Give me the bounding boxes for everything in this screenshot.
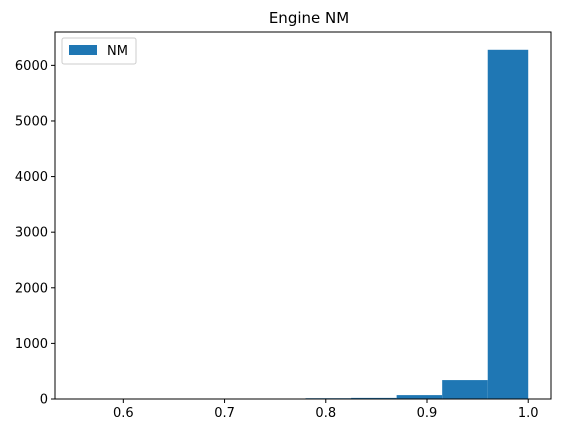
x-tick-label: 0.9: [417, 406, 438, 421]
y-tick-label: 1000: [15, 337, 48, 352]
legend: NM: [61, 37, 137, 65]
y-tick-label: 5000: [15, 114, 48, 129]
plot-frame: [54, 31, 552, 400]
legend-label-nm: NM: [107, 44, 128, 59]
legend-swatch-nm: [69, 45, 97, 55]
y-tick-label: 0: [40, 393, 48, 408]
histogram-bar: [351, 397, 397, 399]
y-axis-ticks: 0 1000 2000 3000 4000 5000 6000: [15, 59, 55, 408]
x-tick-label: 0.6: [113, 406, 134, 421]
legend-box: [61, 37, 137, 65]
bars-group: [77, 49, 529, 399]
x-tick-label: 1.0: [518, 406, 539, 421]
histogram-bar: [396, 395, 443, 399]
histogram-bar: [442, 380, 488, 399]
chart-title: Engine NM: [269, 9, 349, 27]
histogram-bar: [487, 49, 529, 399]
x-tick-label: 0.7: [214, 406, 235, 421]
x-tick-label: 0.8: [315, 406, 336, 421]
y-tick-label: 3000: [15, 226, 48, 241]
y-tick-label: 6000: [15, 59, 48, 74]
x-axis-ticks: 0.6 0.7 0.8 0.9 1.0: [113, 399, 539, 421]
y-tick-label: 4000: [15, 170, 48, 185]
y-tick-label: 2000: [15, 281, 48, 296]
